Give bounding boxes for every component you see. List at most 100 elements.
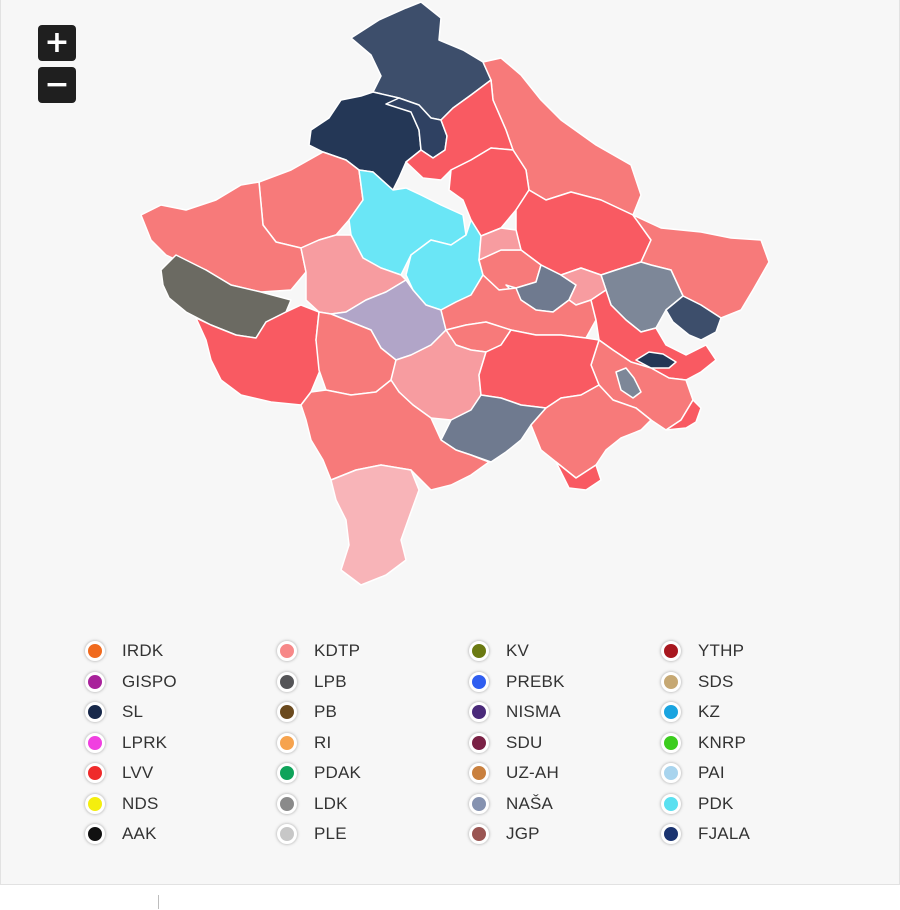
legend-dot — [469, 671, 489, 692]
legend-label: FJALA — [698, 824, 751, 844]
legend-item-aak[interactable]: AAK — [85, 819, 277, 850]
legend-label: AAK — [122, 824, 157, 844]
divider — [158, 895, 159, 909]
legend-label: LDK — [314, 793, 348, 813]
legend-item-ri[interactable]: RI — [277, 728, 469, 759]
legend-dot — [469, 824, 489, 845]
legend-item-sdu[interactable]: SDU — [469, 728, 661, 759]
legend-label: SDS — [698, 671, 734, 691]
legend-item-kz[interactable]: KZ — [661, 697, 853, 728]
legend-dot — [661, 763, 681, 784]
legend-dot — [277, 763, 297, 784]
legend-label: KZ — [698, 702, 721, 722]
legend-label: NAŠA — [506, 793, 554, 813]
legend-label: PDAK — [314, 763, 362, 783]
legend-dot — [85, 671, 105, 692]
legend-label: NISMA — [506, 702, 561, 722]
region-istog[interactable] — [258, 151, 364, 249]
legend-dot — [85, 793, 105, 814]
party-legend: IRDK GISPO SL LPRK LVV NDS AAK KDTP LPB PB RI PDAK L… — [85, 636, 805, 846]
legend-dot — [469, 763, 489, 784]
legend-item-ple[interactable]: PLE — [277, 819, 469, 850]
legend-dot — [277, 641, 297, 662]
legend-label: LVV — [122, 763, 154, 783]
legend-dot — [277, 824, 297, 845]
region-hani-elezit[interactable] — [555, 461, 602, 491]
legend-label: IRDK — [122, 641, 164, 661]
legend-item-kdtp[interactable]: KDTP — [277, 636, 469, 667]
legend-item-lprk[interactable]: LPRK — [85, 728, 277, 759]
legend-item-ldk[interactable]: LDK — [277, 789, 469, 820]
legend-dot — [277, 793, 297, 814]
legend-label: SL — [122, 702, 144, 722]
legend-dot — [85, 824, 105, 845]
legend-label: KNRP — [698, 732, 747, 752]
legend-label: PB — [314, 702, 338, 722]
legend-label: YTHP — [698, 641, 745, 661]
legend-dot — [469, 641, 489, 662]
legend-dot — [661, 793, 681, 814]
legend-item-uz-ah[interactable]: UZ-AH — [469, 758, 661, 789]
region-viti-south[interactable] — [665, 399, 702, 431]
legend-dot — [469, 793, 489, 814]
region-partesh[interactable] — [615, 367, 642, 399]
region-obiliq[interactable] — [478, 227, 522, 261]
legend-item-nds[interactable]: NDS — [85, 789, 277, 820]
legend-dot — [469, 702, 489, 723]
region-prizren[interactable] — [300, 379, 490, 491]
legend-item-lpb[interactable]: LPB — [277, 667, 469, 698]
legend-label: RI — [314, 732, 332, 752]
zoom-out-button[interactable]: − — [38, 67, 76, 103]
legend-label: KV — [506, 641, 530, 661]
legend-item-kv[interactable]: KV — [469, 636, 661, 667]
legend-item-pdak[interactable]: PDAK — [277, 758, 469, 789]
legend-dot — [277, 702, 297, 723]
legend-dot — [661, 641, 681, 662]
legend-item-lvv[interactable]: LVV — [85, 758, 277, 789]
legend-label: UZ-AH — [506, 763, 559, 783]
legend-label: PDK — [698, 793, 734, 813]
legend-dot — [661, 732, 681, 753]
legend-dot — [85, 641, 105, 662]
legend-label: PREBK — [506, 671, 565, 691]
legend-item-pb[interactable]: PB — [277, 697, 469, 728]
legend-label: LPB — [314, 671, 347, 691]
legend-dot — [85, 732, 105, 753]
legend-dot — [661, 671, 681, 692]
legend-label: NDS — [122, 793, 159, 813]
legend-dot — [277, 671, 297, 692]
legend-item-irdk[interactable]: IRDK — [85, 636, 277, 667]
legend-item-ythp[interactable]: YTHP — [661, 636, 853, 667]
legend-item-sl[interactable]: SL — [85, 697, 277, 728]
region-ranillug[interactable] — [665, 295, 722, 341]
legend-label: SDU — [506, 732, 543, 752]
legend-item-naša[interactable]: NAŠA — [469, 789, 661, 820]
region-kacanik[interactable] — [530, 384, 652, 479]
legend-item-sds[interactable]: SDS — [661, 667, 853, 698]
legend-item-fjala[interactable]: FJALA — [661, 819, 853, 850]
legend-item-jgp[interactable]: JGP — [469, 819, 661, 850]
legend-label: PLE — [314, 824, 347, 844]
zoom-in-button[interactable]: + — [38, 25, 76, 61]
legend-label: LPRK — [122, 732, 168, 752]
legend-item-gispo[interactable]: GISPO — [85, 667, 277, 698]
legend-dot — [661, 824, 681, 845]
legend-label: GISPO — [122, 671, 177, 691]
legend-label: JGP — [506, 824, 540, 844]
legend-dot — [85, 702, 105, 723]
legend-item-pai[interactable]: PAI — [661, 758, 853, 789]
legend-item-prebk[interactable]: PREBK — [469, 667, 661, 698]
region-mitrovice-north-east[interactable] — [405, 79, 514, 181]
kosovo-map[interactable] — [1, 0, 899, 610]
legend-dot — [661, 702, 681, 723]
legend-label: PAI — [698, 763, 725, 783]
legend-label: KDTP — [314, 641, 361, 661]
map-panel: + − IRDK GISPO SL LPRK LVV NDS AAK KDTP LPB PB RI P… — [0, 0, 900, 885]
legend-item-knrp[interactable]: KNRP — [661, 728, 853, 759]
legend-item-nisma[interactable]: NISMA — [469, 697, 661, 728]
region-dragash[interactable] — [330, 464, 420, 586]
legend-dot — [469, 732, 489, 753]
legend-item-pdk[interactable]: PDK — [661, 789, 853, 820]
legend-dot — [277, 732, 297, 753]
legend-dot — [85, 763, 105, 784]
